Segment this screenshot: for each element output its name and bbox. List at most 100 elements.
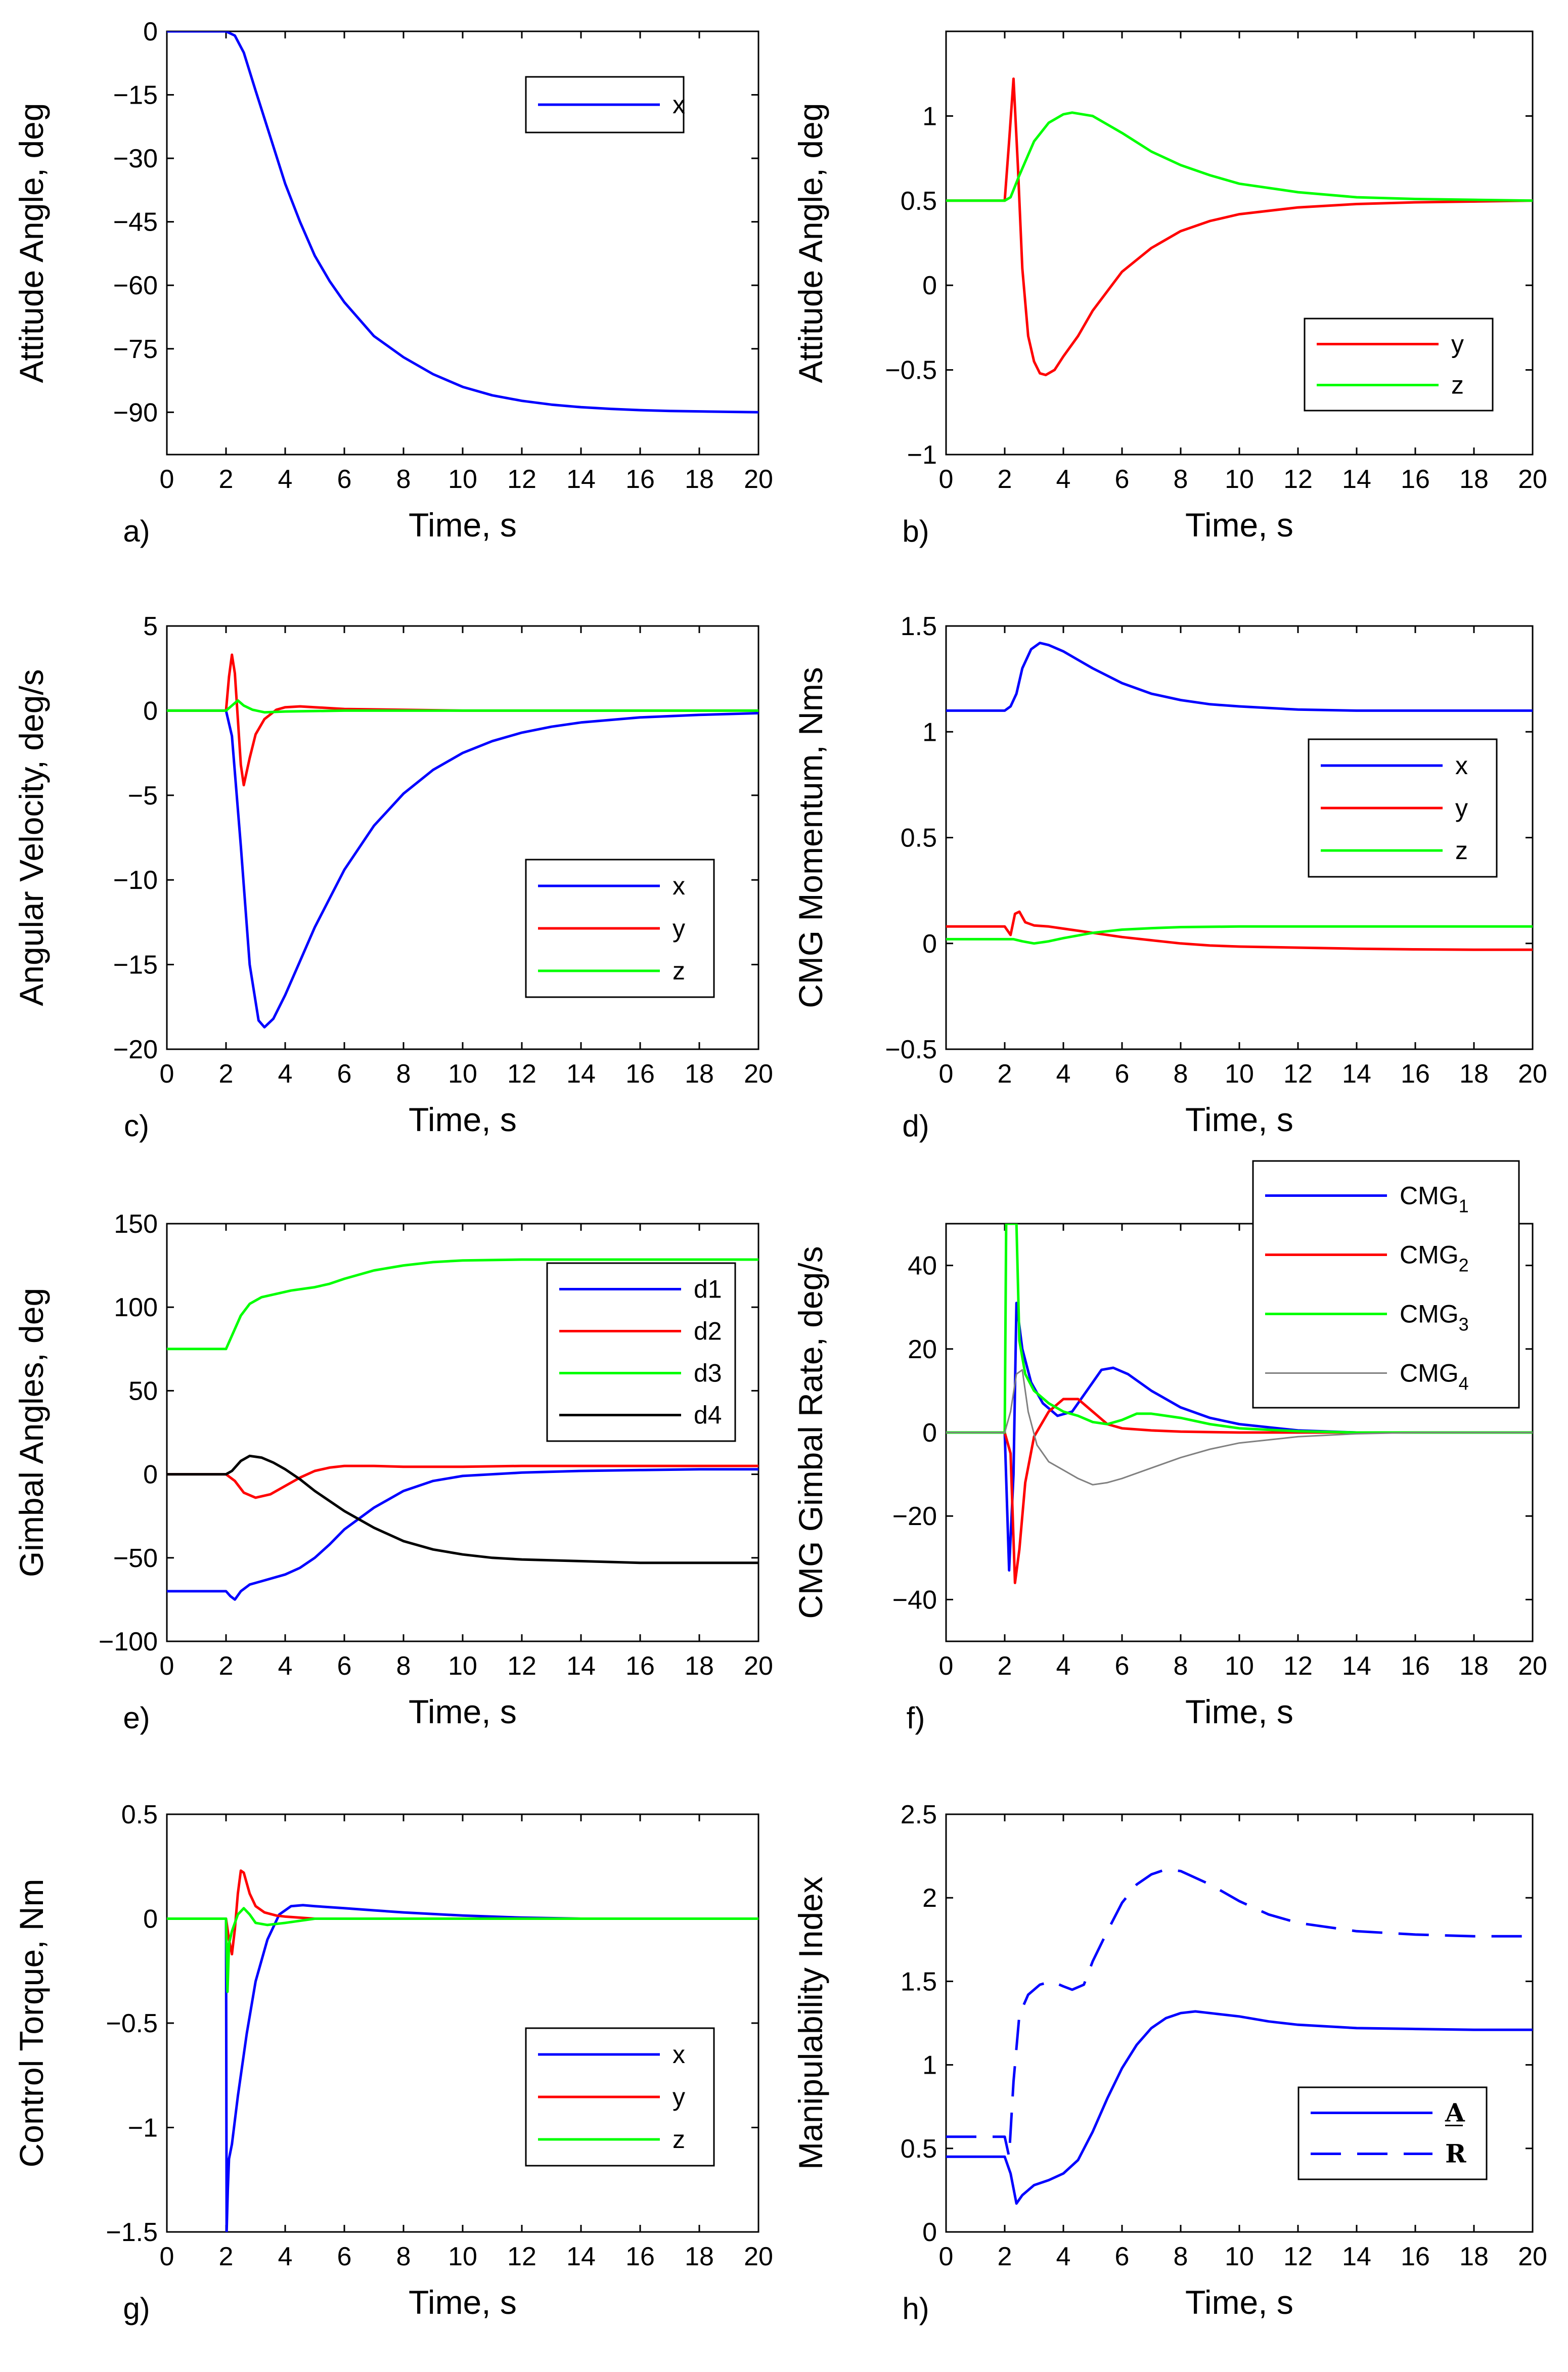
- series-line-CMG1: [946, 1302, 1533, 1572]
- series-line-z: [167, 1907, 758, 1993]
- x-axis-label: Time, s: [1185, 506, 1293, 544]
- x-tick-label: 10: [448, 465, 477, 494]
- x-tick-label: 18: [685, 465, 714, 494]
- x-tick-label: 14: [566, 2242, 596, 2271]
- x-tick-label: 14: [1342, 1651, 1371, 1681]
- x-tick-label: 12: [507, 1651, 536, 1681]
- legend-label: y: [1451, 330, 1464, 359]
- series-line-z: [167, 699, 758, 714]
- x-tick-label: 14: [566, 465, 596, 494]
- x-tick-label: 10: [448, 1059, 477, 1089]
- y-axis-label: CMG Gimbal Rate, deg/s: [792, 1246, 829, 1619]
- x-tick-label: 8: [1174, 1059, 1188, 1089]
- legend-label: y: [1455, 794, 1468, 822]
- y-tick-label: 0: [922, 2218, 937, 2247]
- y-axis-label: Attitude Angle, deg: [13, 103, 50, 383]
- series-line-d3: [167, 1258, 758, 1351]
- y-tick-label: −40: [892, 1585, 937, 1615]
- x-tick-label: 10: [448, 1651, 477, 1681]
- x-tick-label: 6: [337, 465, 352, 494]
- x-tick-label: 6: [1115, 1059, 1130, 1089]
- y-tick-label: 0: [143, 696, 158, 726]
- legend-label: z: [1455, 836, 1468, 865]
- series-line-x: [167, 31, 758, 414]
- x-tick-label: 10: [1225, 2242, 1254, 2271]
- x-tick-label: 2: [998, 2242, 1012, 2271]
- y-tick-label: 0.5: [121, 1800, 158, 1829]
- chart-panel-f: 0 2 4 6 8 10 12 14 16 18 20 −40 −20 0 20 40 Time, s CMG G…: [792, 1160, 1547, 1735]
- panel-label: f): [907, 1701, 925, 1735]
- y-tick-label: 100: [114, 1293, 158, 1322]
- legend-label: A: [1445, 2098, 1465, 2128]
- y-tick-label: −75: [113, 335, 158, 364]
- x-tick-label: 10: [1225, 1059, 1254, 1089]
- x-tick-label: 20: [744, 1059, 773, 1089]
- legend-label: x: [673, 2040, 685, 2069]
- x-tick-label: 2: [998, 1651, 1012, 1681]
- x-tick-label: 16: [1401, 465, 1430, 494]
- legend-label: y: [673, 2083, 685, 2111]
- panel-label: g): [123, 2292, 150, 2325]
- legend-label: z: [673, 2125, 685, 2154]
- x-tick-label: 20: [1518, 1059, 1547, 1089]
- x-tick-label: 20: [1518, 2242, 1547, 2271]
- y-tick-label: −60: [113, 271, 158, 300]
- legend: d1 d2 d3 d4: [546, 1262, 736, 1442]
- y-tick-label: 0: [922, 929, 937, 959]
- legend: xyz: [1308, 738, 1498, 878]
- y-tick-label: −20: [113, 1035, 158, 1064]
- y-tick-label: 0.5: [901, 187, 937, 216]
- x-tick-label: 14: [1342, 2242, 1371, 2271]
- y-tick-label: −45: [113, 208, 158, 237]
- y-tick-label: −5: [128, 781, 158, 811]
- x-tick-label: 18: [1459, 1059, 1489, 1089]
- chart-panel-g: 0 2 4 6 8 10 12 14 16 18 20 −1.5 −1 −0.5 0 0.5 Time, s Co…: [13, 1800, 773, 2325]
- y-tick-label: 2.5: [901, 1800, 937, 1829]
- y-tick-label: 1: [922, 102, 937, 131]
- legend-label: d2: [694, 1317, 722, 1346]
- x-axis-label: Time, s: [409, 506, 517, 544]
- chart-panel-a: 0 2 4 6 8 10 12 14 16 18 20 0 −15 −30 −45 −60 −75 −90 Time…: [13, 17, 773, 548]
- chart-panel-b: 0 2 4 6 8 10 12 14 16 18 20 −1 −0.5 0 0.5 1 Time, s Attit…: [792, 30, 1547, 548]
- x-tick-label: 12: [507, 1059, 536, 1089]
- x-tick-label: 12: [507, 465, 536, 494]
- legend-label: R: [1445, 2139, 1466, 2169]
- x-tick-label: 6: [337, 1059, 352, 1089]
- axes-box: [166, 1813, 759, 2233]
- x-tick-label: 16: [1401, 1651, 1430, 1681]
- y-tick-label: −1: [128, 2114, 158, 2143]
- series-line-d1: [167, 1468, 758, 1601]
- x-tick-label: 14: [566, 1651, 596, 1681]
- legend-label: y: [673, 914, 685, 943]
- y-tick-label: −15: [113, 951, 158, 980]
- legend-label: d4: [694, 1401, 722, 1429]
- legend: xyz: [525, 2027, 715, 2167]
- x-tick-label: 2: [219, 465, 234, 494]
- x-tick-label: 0: [939, 1651, 954, 1681]
- x-tick-label: 8: [1174, 465, 1188, 494]
- x-tick-label: 2: [998, 1059, 1012, 1089]
- y-tick-label: 0: [143, 1460, 158, 1490]
- x-tick-label: 12: [1283, 2242, 1313, 2271]
- series-line-y: [946, 77, 1533, 377]
- x-tick-label: 20: [1518, 1651, 1547, 1681]
- series-line-x: [167, 1904, 758, 2232]
- y-axis-label: Angular Velocity, deg/s: [13, 669, 50, 1006]
- y-tick-label: −1: [907, 440, 937, 470]
- series-line-d4: [167, 1454, 758, 1564]
- panel-label: e): [123, 1701, 150, 1735]
- x-tick-label: 0: [939, 1059, 954, 1089]
- x-tick-label: 10: [448, 2242, 477, 2271]
- x-tick-label: 0: [939, 465, 954, 494]
- x-tick-label: 8: [1174, 1651, 1188, 1681]
- y-tick-label: 50: [128, 1376, 158, 1406]
- legend: x: [525, 76, 685, 133]
- y-tick-label: 1.5: [901, 612, 937, 641]
- x-tick-label: 20: [744, 465, 773, 494]
- x-tick-label: 18: [685, 1651, 714, 1681]
- x-tick-label: 12: [1283, 1059, 1313, 1089]
- legend-label: z: [673, 957, 685, 985]
- x-tick-label: 4: [1056, 2242, 1071, 2271]
- y-tick-label: −0.5: [885, 1035, 937, 1064]
- panel-label: b): [902, 514, 929, 548]
